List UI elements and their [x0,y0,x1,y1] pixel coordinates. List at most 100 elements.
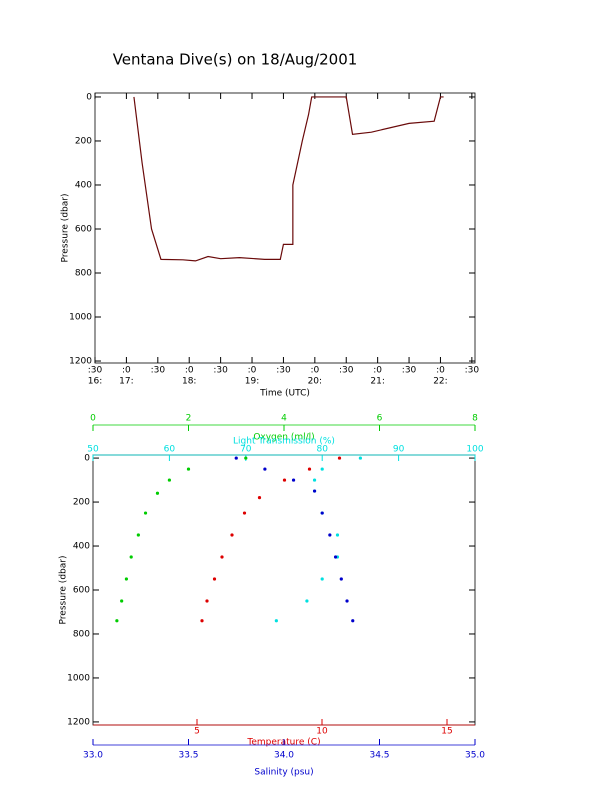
profile-point [244,456,248,460]
profile-point [124,577,129,581]
x-tick-label: 50 [87,445,99,455]
x-tick-label: 33.0 [83,751,103,761]
profile-point [312,489,317,493]
x-tick-label: 80 [316,445,328,455]
profile-point [120,599,124,603]
x-tick-label: :30 [276,366,291,376]
profile-point [339,577,343,581]
y-tick-label: 1200 [69,357,92,367]
profile-point [242,511,247,515]
profile-point [129,555,133,559]
x-axis-label: Time (UTC) [259,389,310,399]
profile-point [320,577,324,581]
x-tick-label: 5 [194,727,200,737]
x-tick-label: :30 [213,366,228,376]
x-tick-label: 35.0 [465,751,485,761]
x-tick-label: 6 [377,414,383,424]
x-tick-label: 60 [164,445,176,455]
profile-point [320,511,324,515]
profile-point [307,467,312,471]
profile-point [312,478,317,482]
x-tick-label: :0 [373,366,382,376]
chart-title: Ventana Dive(s) on 18/Aug/2001 [113,51,358,69]
y-axis-label: Pressure (dbar) [59,556,69,625]
x-tick-sublabel: 19: [245,377,259,387]
profile-point [200,619,204,623]
profile-point [282,478,287,482]
y-axis-label: Pressure (dbar) [61,194,71,263]
x-tick-label: :0 [436,366,445,376]
x-tick-label: :0 [310,366,319,376]
profile-point [351,619,355,623]
profile-point [115,619,119,623]
profile-point [291,478,296,482]
profile-point [234,456,238,460]
plot-frame [92,454,476,726]
profile-point [155,491,160,495]
x-tick-label: 34.0 [274,751,294,761]
y-tick-label: 800 [75,269,92,279]
x-tick-sublabel: 21: [370,377,384,387]
y-tick-label: 1000 [69,313,92,323]
profile-point [358,456,362,460]
y-tick-label: 0 [84,454,90,464]
y-tick-label: 200 [73,498,90,508]
x-tick-label: 90 [393,445,405,455]
profile-point [305,599,309,603]
profile-point [345,599,349,603]
x-tick-label: 100 [466,445,483,455]
profile-point [136,533,140,537]
y-tick-label: 600 [73,586,90,596]
x-tick-label: :30 [465,366,480,376]
x-tick-sublabel: 20: [308,377,322,387]
y-tick-label: 400 [75,180,92,190]
x-axis-label: Light Transmission (%) [233,437,335,447]
x-tick-sublabel: 18: [182,377,196,387]
y-tick-label: 400 [73,542,90,552]
y-tick-label: 800 [73,629,90,639]
x-tick-label: 70 [240,445,252,455]
profile-point [220,555,224,559]
x-tick-label: 10 [316,727,328,737]
profile-point [274,619,278,623]
y-tick-label: 0 [86,92,92,102]
x-tick-label: :30 [151,366,166,376]
x-tick-label: 8 [472,414,478,424]
y-tick-label: 600 [75,224,92,234]
profile-point [230,533,234,537]
x-tick-label: 0 [90,414,96,424]
x-axis-label: Oxygen (ml/l) [253,433,314,443]
x-tick-label: 2 [186,414,192,424]
x-axis-label: Salinity (psu) [254,768,313,778]
x-tick-label: :30 [88,366,103,376]
x-tick-label: :0 [185,366,194,376]
profile-point [263,467,267,471]
profile-point [212,577,217,581]
profile-point [143,511,148,515]
profile-point [337,456,342,460]
x-tick-label: 4 [281,414,287,424]
x-tick-label: 33.5 [178,751,198,761]
y-tick-label: 1000 [67,673,90,683]
x-tick-label: :0 [248,366,257,376]
profile-point [167,478,171,482]
x-tick-sublabel: 16: [88,377,102,387]
profile-point [328,533,332,537]
profile-point [320,467,324,471]
y-tick-label: 200 [75,136,92,146]
x-tick-sublabel: 22: [433,377,447,387]
plot-frame [94,92,476,364]
x-tick-label: :0 [122,366,131,376]
profile-point [335,533,340,537]
x-tick-label: 15 [441,727,452,737]
profile-point [186,467,191,471]
profile-point [257,496,262,500]
pressure-line [133,96,444,262]
x-tick-label: :30 [339,366,354,376]
y-tick-label: 1200 [67,717,90,727]
x-tick-label: :30 [402,366,417,376]
profile-point [205,599,209,603]
x-tick-sublabel: 17: [119,377,133,387]
